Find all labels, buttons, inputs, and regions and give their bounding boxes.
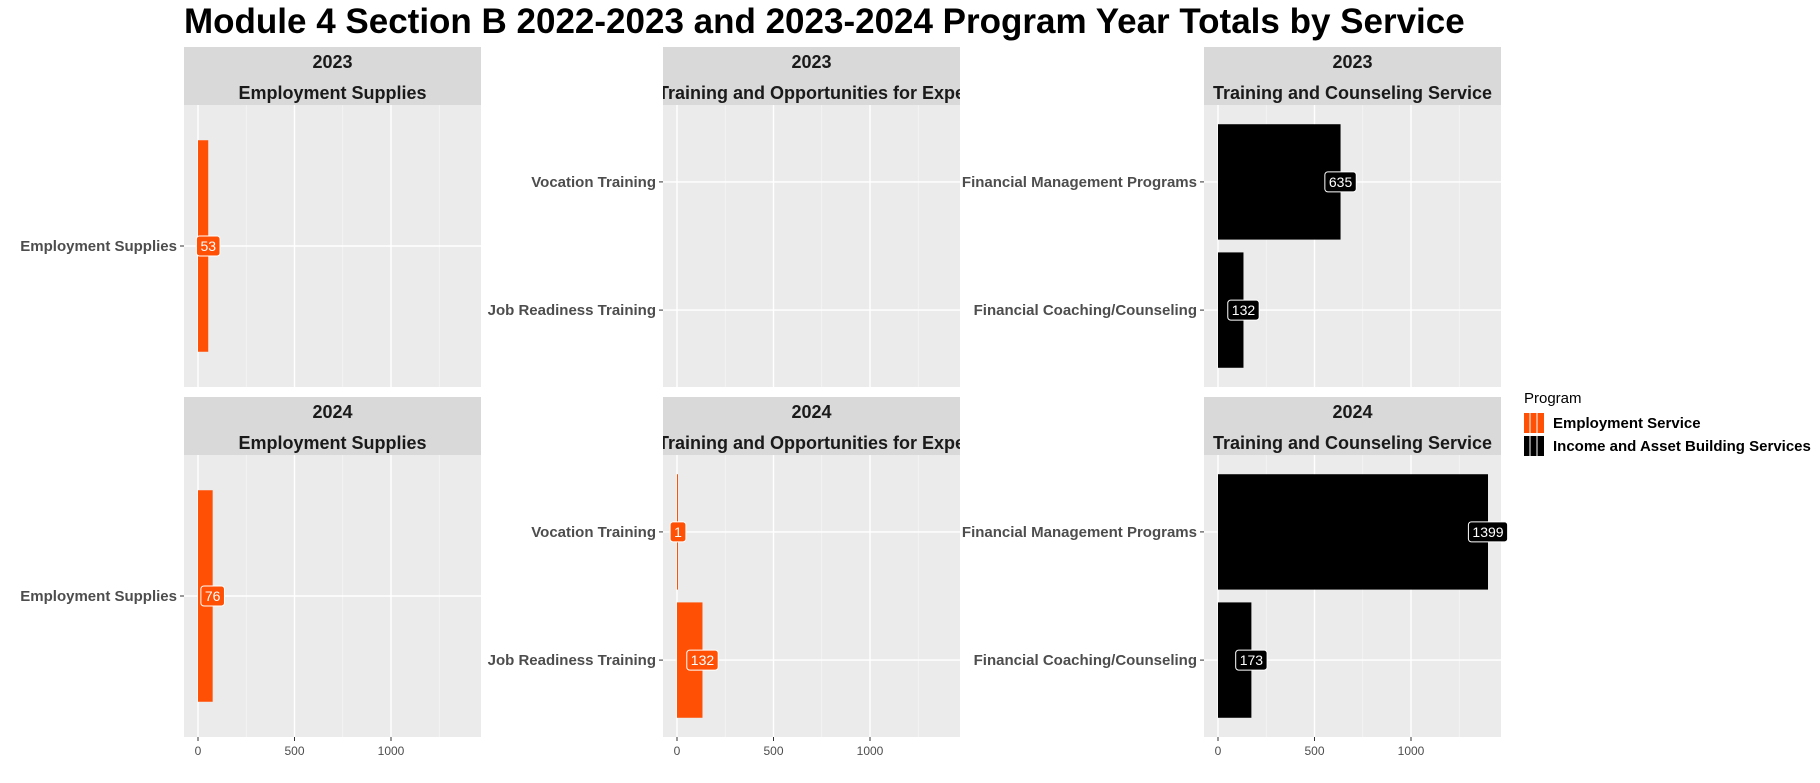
data-label-box — [1227, 299, 1260, 321]
category-label: Financial Coaching/Counseling — [974, 652, 1197, 669]
legend: Program Employment Service Income and Ass… — [1524, 390, 1811, 456]
legend-key — [1524, 413, 1544, 433]
legend-label: Income and Asset Building Services — [1553, 438, 1811, 455]
facet-strip-year: 2023 — [1332, 52, 1372, 72]
facet-strip-year: 2023 — [312, 52, 352, 72]
chart-title: Module 4 Section B 2022-2023 and 2023-20… — [184, 2, 1465, 41]
data-label-box — [195, 235, 221, 257]
facet-strip-year: 2024 — [1332, 402, 1372, 422]
data-label-box — [1467, 521, 1509, 543]
category-label: Vocation Training — [531, 174, 656, 191]
facet-strip — [1204, 47, 1501, 105]
x-tick-label: 1000 — [378, 744, 405, 758]
facet-panel: 2024 Training and Opportunities for Expe V… — [488, 397, 965, 758]
facet-panel: 2023 Training and Opportunities for Expe V… — [488, 47, 965, 387]
data-label: 1399 — [1472, 524, 1503, 540]
facet-strip — [1204, 397, 1501, 455]
facet-strip — [184, 47, 481, 105]
data-label-box — [1324, 171, 1357, 193]
panels-layer: 2023 Employment Supplies Employment Suppli… — [20, 47, 1509, 758]
bar — [1218, 474, 1489, 590]
facet-strip-service: Employment Supplies — [238, 433, 426, 453]
facet-strip-year: 2024 — [312, 402, 352, 422]
data-label-box — [200, 585, 225, 607]
data-label: 635 — [1329, 174, 1353, 190]
facet-panel: 2024 Training and Counseling Service Finan… — [962, 397, 1509, 758]
data-label: 132 — [691, 652, 715, 668]
facet-strip-service: Training and Counseling Service — [1213, 83, 1492, 103]
x-tick-label: 500 — [1304, 744, 1324, 758]
facet-strip-year: 2023 — [791, 52, 831, 72]
bar — [1218, 124, 1341, 240]
legend-key-swatch — [1524, 413, 1544, 433]
facet-panel: 2023 Training and Counseling Service Finan… — [962, 47, 1501, 387]
facet-strip — [184, 397, 481, 455]
legend-title: Program — [1524, 390, 1582, 407]
facet-strip-service: Training and Opportunities for Expe — [658, 433, 965, 453]
facet-strip — [663, 397, 960, 455]
facet-strip-service: Training and Opportunities for Expe — [658, 83, 965, 103]
facet-strip — [663, 47, 960, 105]
data-label-box — [686, 649, 719, 671]
facet-strip-service: Employment Supplies — [238, 83, 426, 103]
plot-background — [663, 455, 960, 737]
x-tick-label: 500 — [763, 744, 783, 758]
data-label: 173 — [1240, 652, 1264, 668]
plot-background — [663, 105, 960, 387]
legend-label: Employment Service — [1553, 415, 1701, 432]
legend-key — [1524, 436, 1544, 456]
category-label: Job Readiness Training — [488, 302, 656, 319]
x-tick-label: 0 — [674, 744, 681, 758]
facet-strip-year: 2024 — [791, 402, 831, 422]
category-label: Job Readiness Training — [488, 652, 656, 669]
category-label: Employment Supplies — [20, 588, 177, 605]
legend-key-swatch — [1524, 436, 1544, 456]
category-label: Vocation Training — [531, 524, 656, 541]
x-tick-label: 0 — [1215, 744, 1222, 758]
data-label: 76 — [205, 588, 221, 604]
category-label: Financial Management Programs — [962, 174, 1197, 191]
data-label: 1 — [674, 524, 682, 540]
x-tick-label: 1000 — [857, 744, 884, 758]
data-label-box — [669, 521, 687, 543]
data-label: 132 — [1232, 302, 1256, 318]
facet-panel: 2024 Employment Supplies Employment Suppli… — [20, 397, 481, 758]
category-label: Financial Management Programs — [962, 524, 1197, 541]
data-label: 53 — [200, 238, 216, 254]
x-tick-label: 1000 — [1398, 744, 1425, 758]
category-label: Financial Coaching/Counseling — [974, 302, 1197, 319]
category-label: Employment Supplies — [20, 238, 177, 255]
data-label-box — [1235, 649, 1268, 671]
x-tick-label: 0 — [195, 744, 202, 758]
x-tick-label: 500 — [284, 744, 304, 758]
facet-strip-service: Training and Counseling Service — [1213, 433, 1492, 453]
facet-panel: 2023 Employment Supplies Employment Suppli… — [20, 47, 481, 387]
